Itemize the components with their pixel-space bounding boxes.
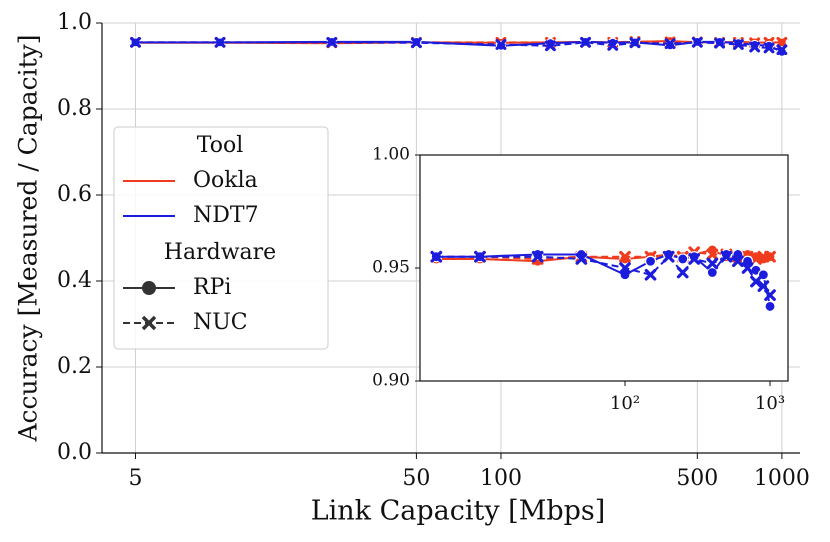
y-tick-label: 0.4 bbox=[57, 268, 92, 293]
x-tick-label: 500 bbox=[676, 466, 718, 491]
point bbox=[720, 250, 733, 263]
point bbox=[706, 266, 718, 279]
point bbox=[732, 255, 744, 268]
x-tick-label: 1000 bbox=[754, 466, 810, 491]
legend-title: Hardware bbox=[164, 240, 276, 265]
y-tick-label: 0.2 bbox=[57, 354, 92, 379]
legend-label: RPi bbox=[193, 275, 231, 300]
series-line bbox=[135, 41, 783, 51]
point bbox=[326, 36, 338, 48]
point bbox=[688, 253, 701, 265]
point bbox=[706, 248, 719, 261]
legend-marker bbox=[142, 281, 156, 295]
point bbox=[749, 41, 761, 53]
point bbox=[619, 250, 631, 263]
inset-frame bbox=[419, 154, 789, 382]
x-tick-label: 100 bbox=[480, 466, 522, 491]
point bbox=[750, 275, 762, 288]
y-tick-label: 1.00 bbox=[372, 145, 410, 165]
legend-marker bbox=[141, 315, 157, 331]
point bbox=[764, 250, 776, 263]
point bbox=[580, 36, 591, 48]
x-axis-label: Link Capacity [Mbps] bbox=[311, 496, 606, 527]
legend-label: NDT7 bbox=[193, 203, 259, 228]
point bbox=[575, 253, 588, 265]
y-tick-label: 0.90 bbox=[372, 371, 410, 391]
point bbox=[474, 250, 486, 263]
point bbox=[644, 268, 657, 281]
point bbox=[741, 262, 754, 274]
point bbox=[531, 250, 544, 263]
point bbox=[732, 39, 744, 50]
point bbox=[776, 44, 788, 56]
point bbox=[764, 289, 776, 301]
x-tick-label: 10³ bbox=[755, 393, 785, 414]
point bbox=[763, 42, 775, 54]
point bbox=[757, 280, 770, 292]
inset-background bbox=[420, 155, 788, 381]
y-tick-label: 0.8 bbox=[57, 96, 92, 121]
point bbox=[662, 250, 675, 263]
point bbox=[677, 253, 689, 265]
point bbox=[714, 37, 725, 49]
y-tick-label: 1.0 bbox=[57, 10, 92, 35]
point bbox=[664, 38, 676, 50]
point bbox=[764, 300, 776, 313]
point bbox=[495, 39, 507, 50]
point bbox=[691, 36, 703, 48]
point bbox=[130, 36, 141, 48]
point bbox=[545, 40, 556, 52]
y-tick-label: 0.95 bbox=[372, 258, 410, 278]
point bbox=[430, 250, 443, 263]
legend-label: Ookla bbox=[193, 168, 258, 193]
point bbox=[410, 37, 422, 49]
legend-box bbox=[113, 126, 329, 350]
y-axis-label: Accuracy [Measured / Capacity] bbox=[14, 35, 43, 443]
point bbox=[706, 257, 719, 270]
point bbox=[629, 37, 641, 49]
x-tick-label: 10² bbox=[610, 393, 640, 414]
y-tick-label: 0.0 bbox=[57, 440, 92, 465]
x-tick-label: 50 bbox=[402, 466, 430, 491]
series-line bbox=[436, 255, 771, 296]
point bbox=[676, 266, 689, 279]
point bbox=[607, 39, 619, 51]
point bbox=[644, 255, 657, 267]
point bbox=[214, 36, 226, 48]
legend-title: Tool bbox=[197, 133, 244, 158]
point bbox=[619, 262, 631, 274]
legend-label: NUC bbox=[193, 310, 248, 335]
y-tick-label: 0.6 bbox=[57, 182, 92, 207]
inset-plot bbox=[430, 244, 776, 313]
series-line bbox=[135, 40, 783, 53]
x-tick-label: 5 bbox=[128, 466, 142, 491]
